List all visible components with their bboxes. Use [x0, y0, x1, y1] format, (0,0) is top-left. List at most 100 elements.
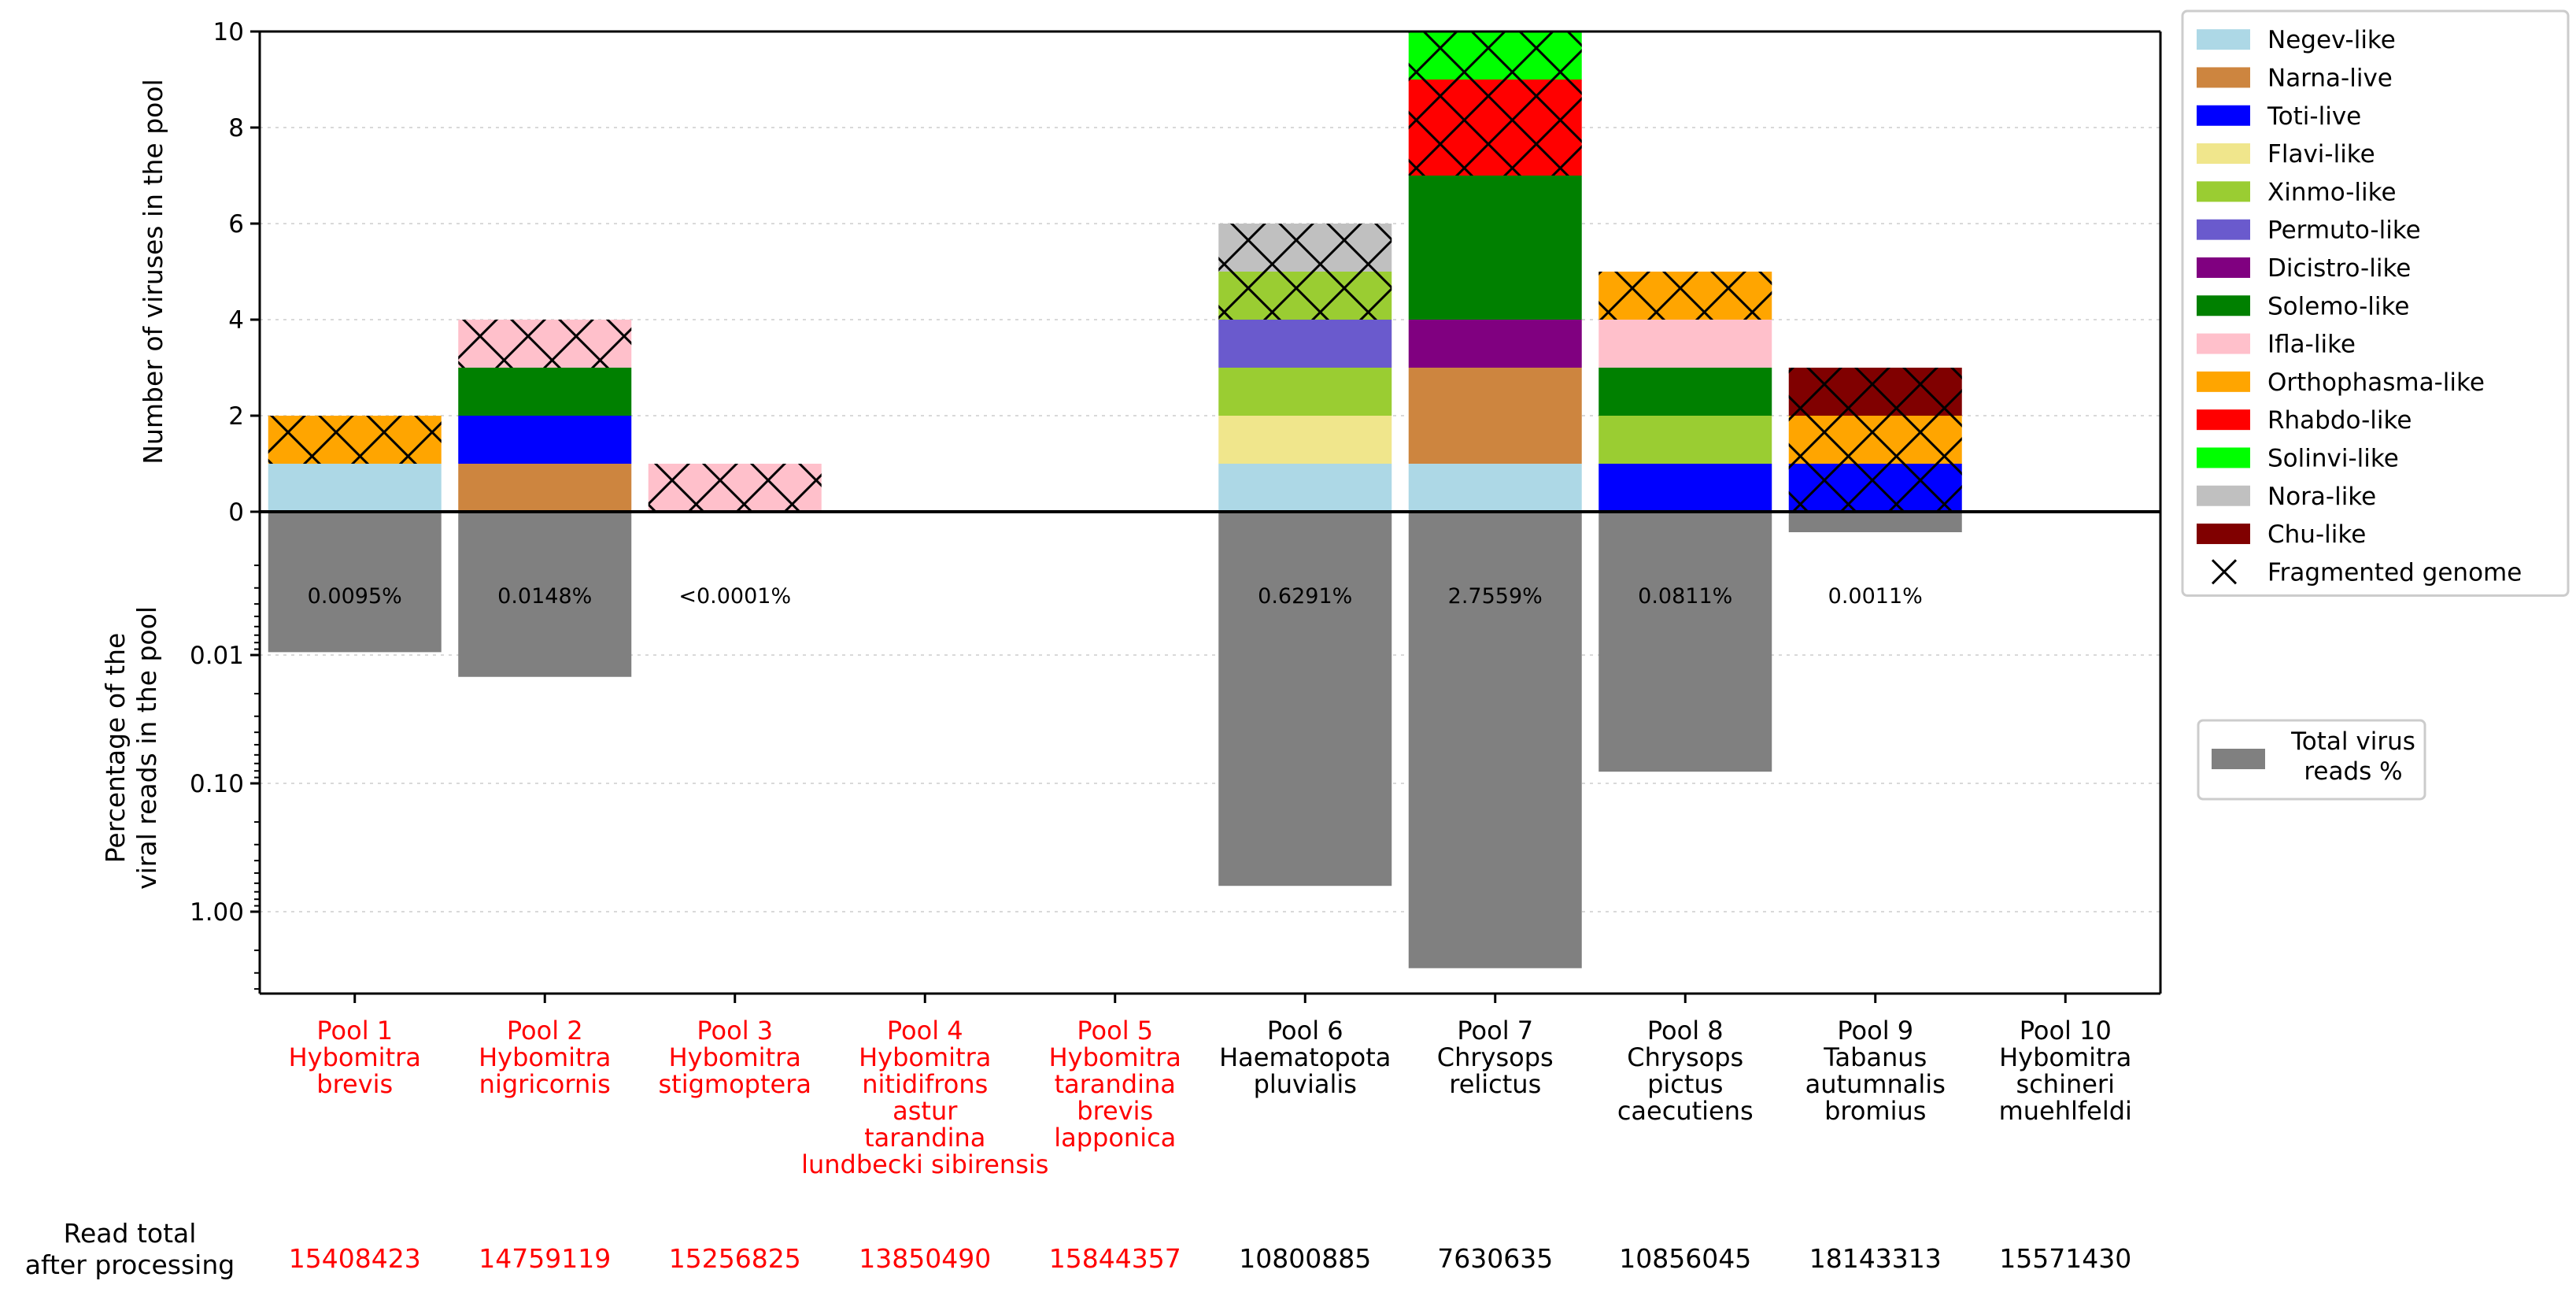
percent-bar	[1408, 512, 1582, 968]
species-label: Hybomitra	[1999, 1042, 2131, 1072]
percent-label: <0.0001%	[678, 584, 791, 609]
total-reads-legend-box	[2197, 719, 2426, 801]
y-tick-label: 6	[228, 210, 244, 239]
bar-segment-solemo-like	[458, 368, 632, 416]
species-label: Tabanus	[1823, 1042, 1927, 1072]
legend-swatch-chu-like	[2197, 524, 2250, 545]
pool-name: Pool 10	[2020, 1016, 2112, 1046]
bar-segment-toti-live	[458, 416, 632, 464]
species-label: autumnalis	[1805, 1069, 1946, 1099]
fragmented-hatch	[1218, 224, 1392, 272]
species-label: tarandina	[864, 1123, 985, 1153]
pool-name: Pool 7	[1457, 1016, 1533, 1046]
bar-segment-xinmo-like	[1598, 416, 1772, 464]
pool-name: Pool 5	[1077, 1016, 1153, 1046]
species-label: astur	[893, 1096, 958, 1126]
y-tick-label: 4	[228, 306, 244, 335]
bar-segment-toti-live	[1598, 464, 1772, 512]
pool-name: Pool 8	[1647, 1016, 1724, 1046]
read-total-label: Read total	[64, 1218, 197, 1249]
fragmented-hatch	[1408, 31, 1582, 80]
species-label: Hybomitra	[479, 1042, 611, 1072]
legend-label: Nora-like	[2267, 483, 2376, 511]
species-label: caecutiens	[1617, 1096, 1754, 1126]
bar-segment-negev-like	[1218, 464, 1392, 512]
legend-swatch-negev-like	[2197, 29, 2250, 50]
y-tick-label: 10	[213, 18, 244, 46]
read-total-value: 7630635	[1437, 1243, 1553, 1274]
percent-bar	[1218, 512, 1392, 886]
fragmented-icon	[2211, 559, 2238, 585]
legend-swatch-solinvi-like	[2197, 447, 2250, 468]
pool-name: Pool 9	[1837, 1016, 1913, 1046]
y-tick-label: 8	[228, 114, 244, 143]
species-label: Chrysops	[1437, 1042, 1554, 1072]
species-label: pictus	[1647, 1069, 1723, 1099]
legend-label: Ifla-like	[2267, 331, 2356, 359]
species-label: tarandina	[1055, 1069, 1176, 1099]
legend-swatch-dicistro-like	[2197, 257, 2250, 278]
bar-segment-flavi-like	[1218, 416, 1392, 464]
legend-swatch-flavi-like	[2197, 143, 2250, 165]
fragmented-hatch	[1788, 464, 1962, 512]
total-reads-legend-label: Total virus	[2290, 727, 2415, 756]
pool-name: Pool 2	[507, 1016, 583, 1046]
species-label: Hybomitra	[1049, 1042, 1181, 1072]
legend-label: Solemo-like	[2267, 292, 2409, 320]
species-label: relictus	[1449, 1069, 1541, 1099]
fragmented-hatch	[1788, 368, 1962, 416]
pool-name: Pool 3	[697, 1016, 773, 1046]
percent-bar	[1598, 512, 1772, 772]
percent-label: 0.0011%	[1828, 584, 1923, 609]
legend-label: Fragmented genome	[2267, 558, 2522, 587]
read-total-label: after processing	[25, 1249, 235, 1280]
fragmented-hatch	[268, 416, 442, 464]
legend-swatch-orthophasma-like	[2197, 371, 2250, 392]
species-label: Hybomitra	[289, 1042, 421, 1072]
species-label: Hybomitra	[859, 1042, 991, 1072]
species-label: bromius	[1824, 1096, 1926, 1126]
legend-label: Xinmo-like	[2267, 178, 2397, 206]
read-total-value: 15408423	[289, 1243, 421, 1274]
legend-label: Chu-like	[2267, 520, 2366, 549]
pool-name: Pool 6	[1267, 1016, 1343, 1046]
percent-bar	[268, 512, 442, 653]
legend-swatch-rhabdo-like	[2197, 409, 2250, 431]
legend-swatch-ifla-like	[2197, 333, 2250, 354]
log-tick-label: 0.10	[190, 770, 244, 798]
species-label: Chrysops	[1627, 1042, 1743, 1072]
read-total-value: 14759119	[479, 1243, 611, 1274]
top-y-axis-title: Number of viruses in the pool	[138, 79, 168, 464]
legend-label: Permuto-like	[2267, 217, 2421, 245]
species-label: muehlfeldi	[1999, 1096, 2132, 1126]
percent-label: 2.7559%	[1448, 584, 1543, 609]
bar-segment-solemo-like	[1408, 176, 1582, 320]
bar-segment-narna-live	[458, 464, 632, 512]
legend-label: Dicistro-like	[2267, 254, 2411, 283]
legend-swatch-permuto-like	[2197, 219, 2250, 240]
species-label: Haematopota	[1219, 1042, 1391, 1072]
read-total-value: 10800885	[1239, 1243, 1371, 1274]
log-tick-label: 0.01	[190, 642, 244, 670]
pool-name: Pool 4	[887, 1016, 963, 1046]
read-total-value: 18143313	[1809, 1243, 1942, 1274]
read-total-value: 15571430	[1999, 1243, 2131, 1274]
bar-segment-negev-like	[268, 464, 442, 512]
legend-label: Toti-live	[2267, 102, 2361, 131]
species-label: lundbecki sibirensis	[801, 1149, 1048, 1179]
legend-swatch-solemo-like	[2197, 295, 2250, 316]
legend-swatch-xinmo-like	[2197, 181, 2250, 202]
legend-label: Orthophasma-like	[2267, 368, 2485, 397]
species-label: nigricornis	[479, 1069, 611, 1099]
species-label: lapponica	[1054, 1123, 1176, 1153]
bar-segment-solemo-like	[1598, 368, 1772, 416]
species-label: brevis	[316, 1069, 393, 1099]
read-total-value: 10856045	[1619, 1243, 1751, 1274]
legend-label: Flavi-like	[2267, 140, 2375, 168]
species-label: Hybomitra	[669, 1042, 801, 1072]
species-label: pluvialis	[1254, 1069, 1357, 1099]
species-label: brevis	[1077, 1096, 1153, 1126]
species-label: schineri	[2016, 1069, 2115, 1099]
